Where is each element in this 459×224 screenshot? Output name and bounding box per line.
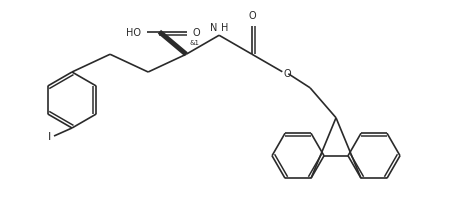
Text: O: O [283, 69, 290, 79]
Text: H: H [221, 23, 228, 33]
Text: I: I [48, 132, 51, 142]
Text: O: O [248, 11, 255, 21]
Text: O: O [192, 28, 200, 38]
Text: &1: &1 [189, 40, 199, 46]
Text: N: N [209, 23, 217, 33]
Text: HO: HO [126, 28, 141, 38]
